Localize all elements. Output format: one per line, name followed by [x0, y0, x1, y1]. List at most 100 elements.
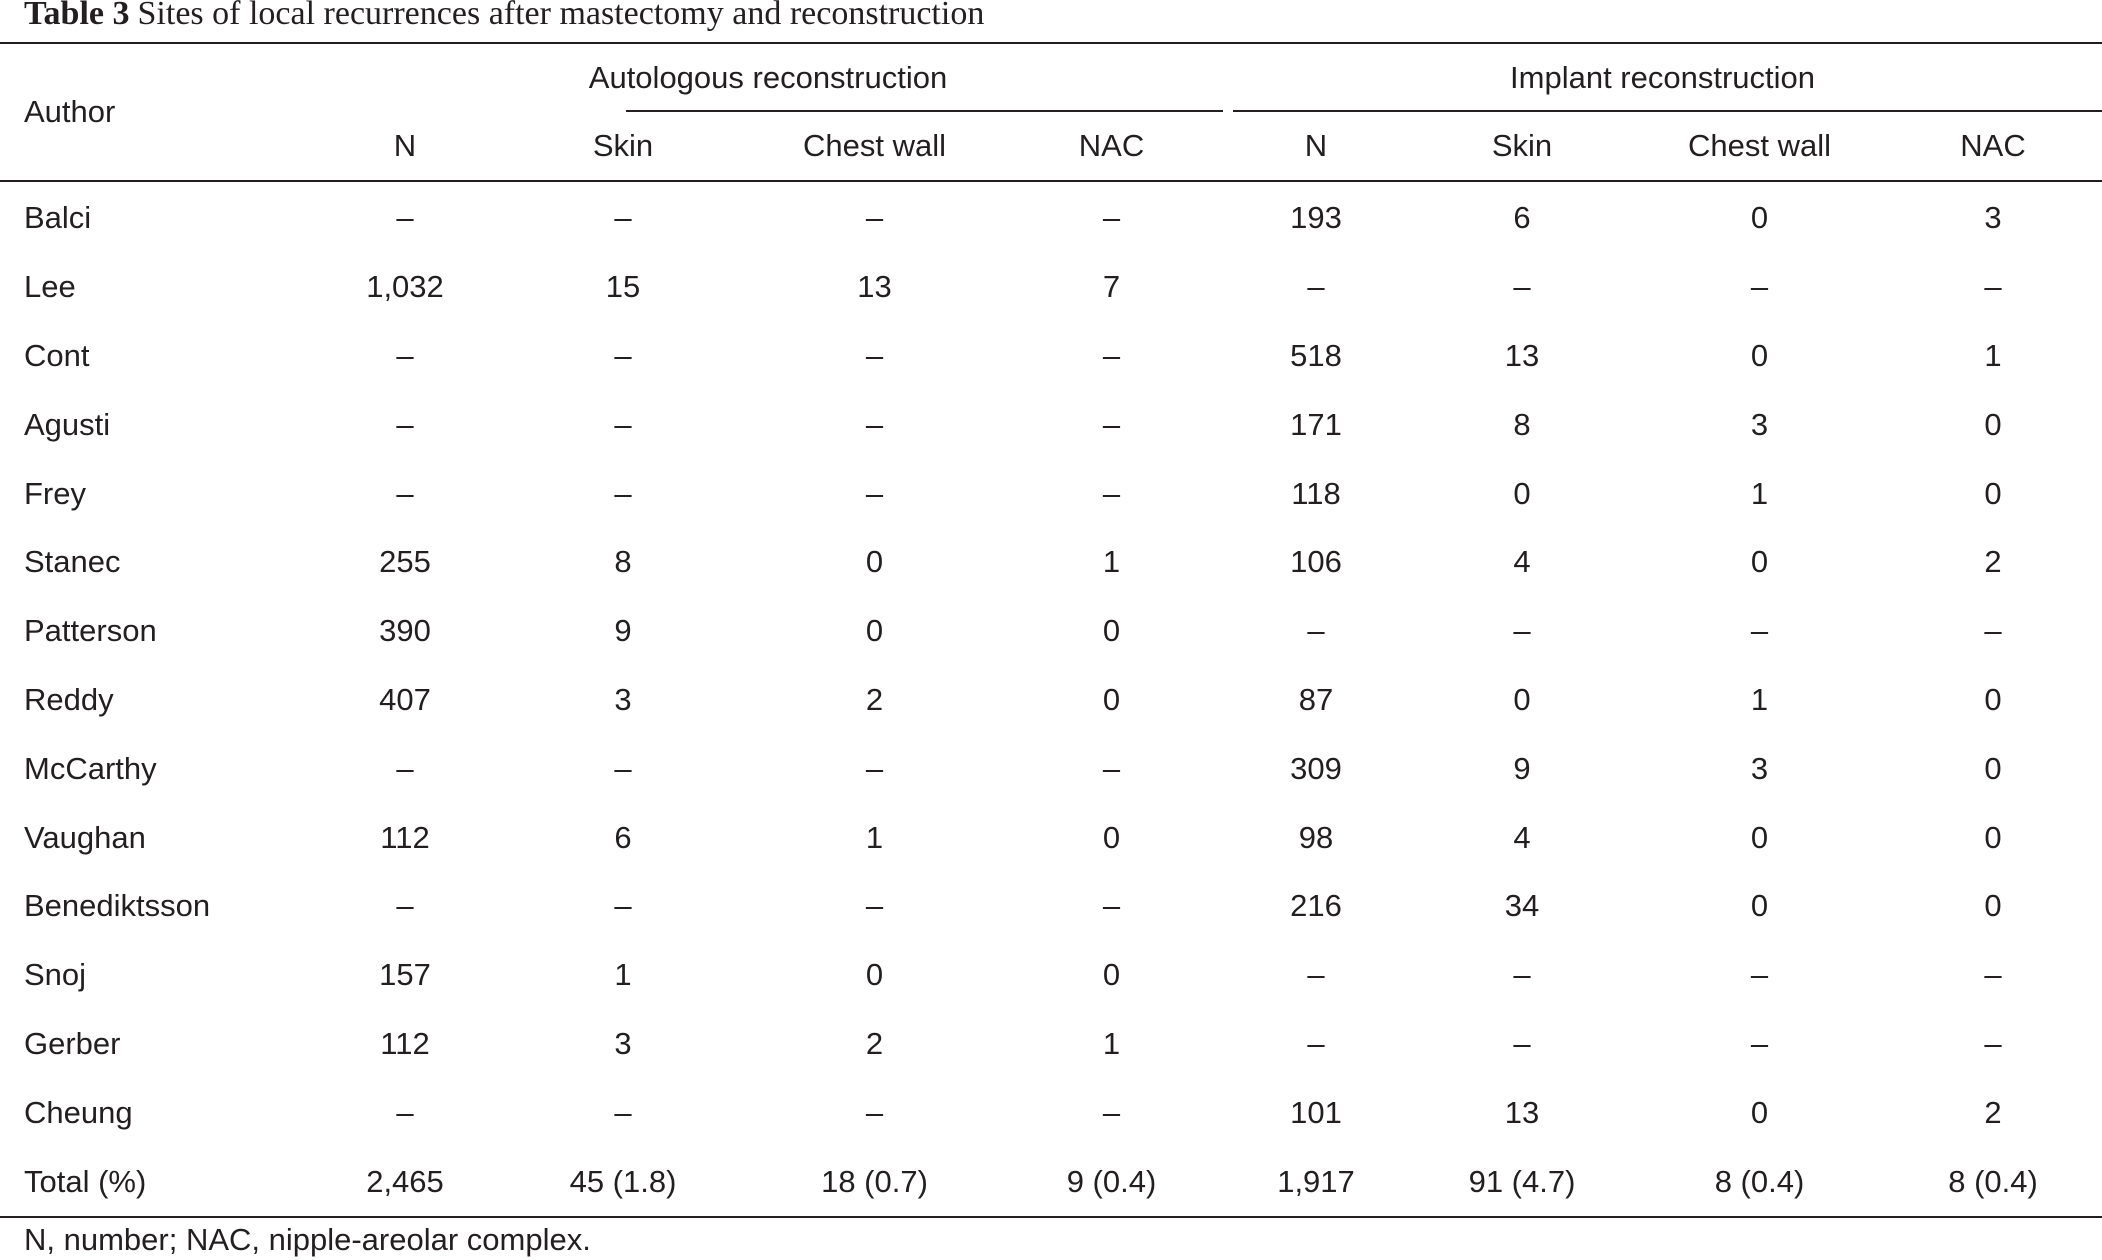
value-cell: 0: [1102, 613, 1121, 649]
table-row: Frey – – – – 118 0 1 0: [0, 459, 2102, 528]
value-cell: –: [614, 750, 632, 786]
table-row: Benediktsson – – – – 216 34 0 0: [0, 872, 2102, 941]
table-row: Cheung – – – – 101 13 0 2: [0, 1078, 2102, 1147]
value-cell: 0: [1750, 200, 1769, 236]
author-cell: Balci: [24, 200, 92, 236]
author-cell: McCarthy: [24, 750, 157, 786]
value-cell: 0: [1984, 750, 2002, 786]
value-cell: –: [396, 475, 414, 511]
value-cell: 171: [1290, 406, 1342, 442]
value-cell: –: [865, 888, 884, 924]
table-row: Snoj 157 1 0 0 – – – –: [0, 941, 2102, 1010]
value-cell: –: [614, 1094, 632, 1130]
value-cell: –: [865, 200, 884, 236]
value-cell: 0: [1750, 544, 1769, 580]
value-cell: –: [1513, 269, 1531, 305]
value-cell: –: [1102, 750, 1121, 786]
value-cell: 13: [1504, 337, 1540, 373]
value-cell: –: [1984, 613, 2002, 649]
value-cell: –: [396, 888, 414, 924]
value-cell: 1: [1102, 544, 1121, 580]
value-cell: 255: [379, 544, 431, 580]
value-cell: 1: [1984, 337, 2002, 373]
value-cell: 13: [857, 269, 892, 305]
value-cell: –: [614, 475, 632, 511]
value-cell: 118: [1291, 475, 1341, 511]
value-cell: 0: [1984, 406, 2002, 442]
value-cell: –: [1102, 200, 1121, 236]
value-cell: –: [865, 750, 884, 786]
header-column-row: N Skin Chest wall NAC N Skin Chest wall …: [0, 112, 2102, 181]
value-cell: 87: [1298, 681, 1334, 717]
author-header: Author: [24, 94, 116, 129]
value-cell: –: [1102, 888, 1121, 924]
value-cell: –: [1984, 1025, 2002, 1061]
value-cell: 157: [379, 957, 431, 993]
table-row: Agusti – – – – 171 8 3 0: [0, 390, 2102, 459]
value-cell: 8 (0.4): [1714, 1163, 1805, 1199]
value-cell: 9: [614, 613, 632, 649]
recurrence-table: Author Autologous reconstruction Implant…: [0, 42, 2102, 1218]
table-row: Lee 1,032 15 13 7 – – – –: [0, 253, 2102, 322]
author-cell: Benediktsson: [24, 888, 211, 924]
value-cell: 0: [1102, 819, 1121, 855]
value-cell: 6: [1513, 200, 1531, 236]
value-cell: –: [1750, 269, 1769, 305]
author-cell: Cont: [24, 337, 90, 373]
value-cell: 0: [1984, 888, 2002, 924]
value-cell: 4: [1513, 544, 1531, 580]
value-cell: 106: [1290, 544, 1342, 580]
table-row: Vaughan 112 6 1 0 98 4 0 0: [0, 803, 2102, 872]
value-cell: 9: [1513, 750, 1531, 786]
value-cell: –: [1102, 1094, 1121, 1130]
value-cell: 15: [605, 269, 641, 305]
author-cell: Vaughan: [24, 819, 146, 855]
value-cell: 193: [1290, 200, 1342, 236]
value-cell: 7: [1102, 269, 1121, 305]
value-cell: 2: [865, 1025, 884, 1061]
value-cell: 4: [1513, 819, 1531, 855]
table-caption-label: Table 3: [24, 0, 130, 32]
value-cell: 3: [614, 681, 632, 717]
col-header-implant-chest-wall: Chest wall: [1688, 128, 1831, 163]
implant-group-header: Implant reconstruction: [1223, 43, 2102, 112]
value-cell: –: [865, 475, 884, 511]
value-cell: –: [396, 337, 414, 373]
value-cell: 407: [379, 681, 431, 717]
value-cell: 8 (0.4): [1948, 1163, 2038, 1199]
value-cell: –: [1750, 613, 1769, 649]
value-cell: 1: [1750, 475, 1769, 511]
value-cell: 34: [1504, 888, 1540, 924]
value-cell: 101: [1290, 1094, 1342, 1130]
value-cell: –: [1307, 1025, 1325, 1061]
author-cell: Total (%): [24, 1163, 147, 1199]
autologous-group-rule: [626, 110, 1223, 112]
author-cell: Cheung: [24, 1094, 133, 1130]
value-cell: 0: [865, 957, 884, 993]
value-cell: 1: [865, 819, 884, 855]
table-caption: Table 3 Sites of local recurrences after …: [24, 0, 984, 34]
value-cell: –: [1307, 613, 1325, 649]
value-cell: 1: [1102, 1025, 1121, 1061]
col-header-implant-nac: NAC: [1960, 128, 2026, 163]
value-cell: 6: [614, 819, 632, 855]
value-cell: 112: [380, 1025, 430, 1061]
value-cell: 0: [865, 544, 884, 580]
value-cell: –: [614, 888, 632, 924]
value-cell: –: [396, 406, 414, 442]
value-cell: 112: [380, 819, 430, 855]
value-cell: 518: [1290, 337, 1342, 373]
value-cell: 3: [1750, 406, 1769, 442]
table-row: McCarthy – – – – 309 9 3 0: [0, 734, 2102, 803]
author-cell: Patterson: [24, 613, 157, 649]
implant-group-label: Implant reconstruction: [1510, 60, 1816, 95]
value-cell: 309: [1290, 750, 1342, 786]
value-cell: 18 (0.7): [821, 1163, 928, 1199]
value-cell: 3: [614, 1025, 632, 1061]
value-cell: 45 (1.8): [569, 1163, 677, 1199]
value-cell: –: [1750, 957, 1769, 993]
value-cell: 0: [1750, 819, 1769, 855]
col-header-implant-skin: Skin: [1491, 128, 1553, 163]
value-cell: 1,917: [1277, 1163, 1355, 1199]
table-row: Cont – – – – 518 13 0 1: [0, 322, 2102, 391]
